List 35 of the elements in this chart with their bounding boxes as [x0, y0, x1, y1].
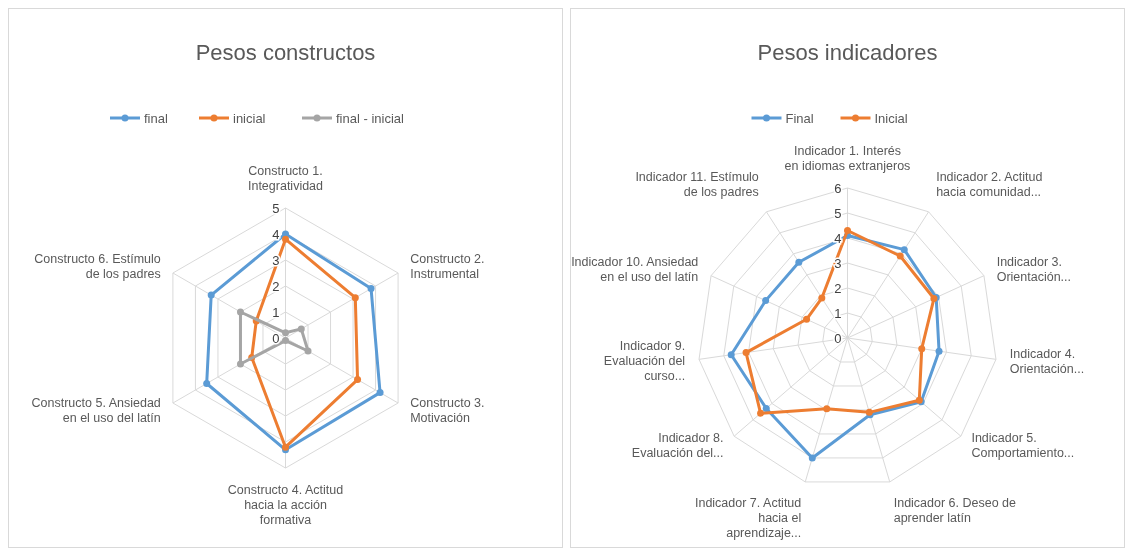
y-tick-label: 3: [834, 255, 842, 271]
legend-label: Final: [785, 110, 814, 126]
chart-title: Pesos indicadores: [757, 40, 938, 65]
chart-title: Pesos constructos: [195, 40, 376, 65]
spoke-label: Indicador 7. Actitud hacia el aprendizaje...: [694, 496, 802, 541]
spoke-label: Indicador 9. Evaluación del curso...: [603, 339, 686, 384]
legend-label: inicial: [233, 110, 266, 126]
spoke-label: Constructo 5. Ansiedad en el uso del latín: [31, 395, 161, 425]
y-tick-label: 1: [272, 304, 280, 320]
spoke-label: Indicador 3. Orientación...: [996, 255, 1072, 285]
y-tick-label: 5: [272, 200, 280, 216]
y-tick-label: 0: [834, 330, 842, 346]
y-tick-label: 6: [834, 180, 842, 196]
spoke-label: Indicador 10. Ansiedad en el uso del latín: [571, 255, 699, 285]
spoke-label: Constructo 2. Instrumental: [410, 251, 485, 281]
spoke-label: Indicador 11. Estímulo de los padres: [635, 170, 759, 200]
spoke-label: Indicador 1. Interés en idiomas extranjeros: [784, 144, 911, 173]
spoke-label: Constructo 3. Motivación: [410, 395, 485, 425]
legend-label: final - inicial: [336, 110, 405, 126]
spoke-label: Indicador 2. Actitud hacia comunidad...: [936, 170, 1043, 200]
spoke-label: Indicador 5. Comportamiento...: [971, 430, 1075, 460]
y-tick-label: 0: [272, 330, 280, 346]
spoke-label: Indicador 8. Evaluación del...: [631, 430, 724, 460]
spoke-label: Constructo 4. Actitud hacia la acción formativa: [227, 483, 344, 527]
spoke-label: Constructo 1. Integratividad: [247, 164, 324, 193]
legend-label: final: [144, 110, 168, 126]
spoke-label: Indicador 6. Deseo de aprender latín: [893, 496, 1017, 526]
y-tick-label: 2: [272, 278, 280, 294]
y-tick-label: 2: [834, 280, 842, 296]
spoke-label: Constructo 6. Estímulo de los padres: [34, 251, 161, 281]
spoke-label: Indicador 4. Orientación...: [1009, 346, 1085, 376]
y-tick-label: 4: [272, 226, 280, 242]
y-tick-label: 5: [834, 205, 842, 221]
y-tick-label: 1: [834, 305, 842, 321]
legend-label: Inicial: [874, 110, 908, 126]
